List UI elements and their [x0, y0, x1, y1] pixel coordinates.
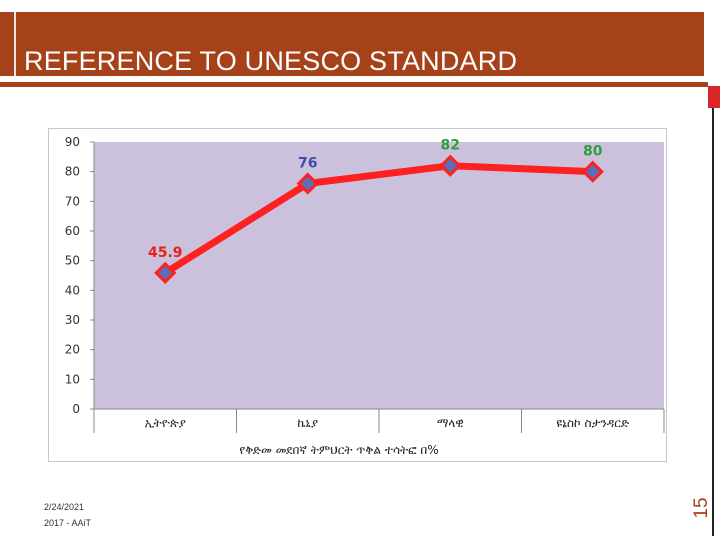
footer-date: 2/24/2021 — [44, 502, 85, 512]
data-point-marker — [581, 160, 604, 183]
data-label: 45.9 — [148, 245, 183, 261]
accent-block — [708, 86, 720, 108]
data-label: 82 — [441, 138, 460, 154]
line-chart: 0 10 20 30 40 50 60 70 80 90 ኢትዮጵያ ኬኒያ ማላዊ ዩኔስኮ ስታንዳር… — [65, 135, 665, 457]
chart-frame: 0 10 20 30 40 50 60 70 80 90 ኢትዮጵያ ኬኒያ ማላዊ ዩኔስኮ ስታንዳር… — [48, 128, 667, 462]
y-tick-label: 60 — [65, 224, 80, 238]
footer-org: 2017 - AAiT — [44, 518, 92, 528]
y-tick-label: 10 — [65, 372, 80, 386]
x-tick-label: ማላዊ — [437, 416, 464, 430]
plot-area — [94, 142, 664, 409]
title-left-rule — [14, 12, 16, 76]
data-point-marker — [439, 154, 462, 177]
side-rule — [712, 108, 714, 536]
y-tick-label: 20 — [65, 343, 80, 357]
data-label: 76 — [298, 156, 317, 172]
x-tick-label: ኢትዮጵያ — [145, 416, 186, 430]
x-tick-label: ዩኔስኮ ስታንዳርድ — [556, 416, 630, 430]
y-tick-label: 70 — [65, 194, 80, 208]
title-underline — [0, 82, 708, 87]
series-line — [161, 162, 597, 277]
data-point-marker — [296, 172, 319, 195]
y-tick-label: 50 — [65, 254, 80, 268]
y-tick-label: 40 — [65, 283, 80, 297]
data-label: 80 — [583, 144, 603, 160]
y-tick-label: 30 — [65, 313, 80, 327]
data-point-marker — [154, 261, 177, 284]
x-axis-title: የቅድመ መደበኛ ትምህርት ጥቅል ተሳትፎ በ% — [239, 443, 438, 457]
title-bar: REFERENCE TO UNESCO STANDARD — [0, 12, 704, 76]
slide-number: 15 — [691, 497, 712, 519]
y-tick-label: 90 — [65, 135, 80, 149]
x-tick-label: ኬኒያ — [297, 416, 318, 430]
y-tick-label: 0 — [72, 402, 80, 416]
slide-title: REFERENCE TO UNESCO STANDARD — [24, 46, 518, 76]
y-tick-label: 80 — [65, 165, 80, 179]
